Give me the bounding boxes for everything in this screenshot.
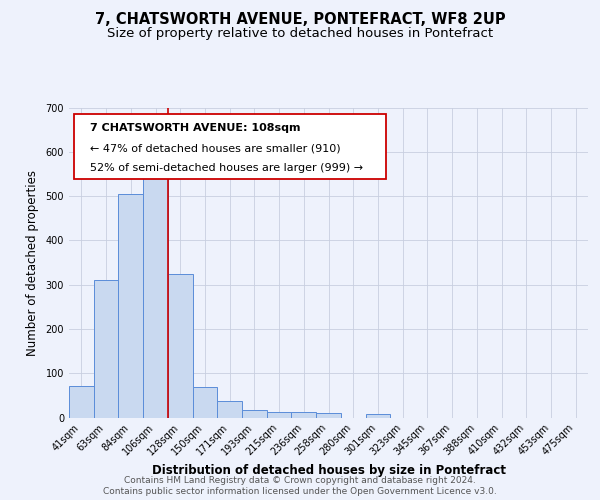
- Bar: [118, 194, 143, 418]
- Text: ← 47% of detached houses are smaller (910): ← 47% of detached houses are smaller (91…: [90, 143, 340, 153]
- Bar: [267, 412, 292, 418]
- Bar: [143, 163, 168, 417]
- Bar: [168, 274, 193, 418]
- Y-axis label: Number of detached properties: Number of detached properties: [26, 170, 38, 356]
- Text: Contains HM Land Registry data © Crown copyright and database right 2024.: Contains HM Land Registry data © Crown c…: [124, 476, 476, 485]
- Text: 52% of semi-detached houses are larger (999) →: 52% of semi-detached houses are larger (…: [90, 164, 363, 173]
- Text: Contains public sector information licensed under the Open Government Licence v3: Contains public sector information licen…: [103, 487, 497, 496]
- FancyBboxPatch shape: [74, 114, 386, 179]
- Bar: [316, 413, 341, 418]
- X-axis label: Distribution of detached houses by size in Pontefract: Distribution of detached houses by size …: [151, 464, 505, 477]
- Bar: [94, 280, 118, 417]
- Text: 7 CHATSWORTH AVENUE: 108sqm: 7 CHATSWORTH AVENUE: 108sqm: [90, 123, 300, 133]
- Bar: [69, 386, 94, 418]
- Bar: [365, 414, 390, 418]
- Bar: [193, 388, 217, 418]
- Bar: [292, 412, 316, 418]
- Text: 7, CHATSWORTH AVENUE, PONTEFRACT, WF8 2UP: 7, CHATSWORTH AVENUE, PONTEFRACT, WF8 2U…: [95, 12, 505, 28]
- Bar: [217, 400, 242, 417]
- Bar: [242, 410, 267, 418]
- Text: Size of property relative to detached houses in Pontefract: Size of property relative to detached ho…: [107, 28, 493, 40]
